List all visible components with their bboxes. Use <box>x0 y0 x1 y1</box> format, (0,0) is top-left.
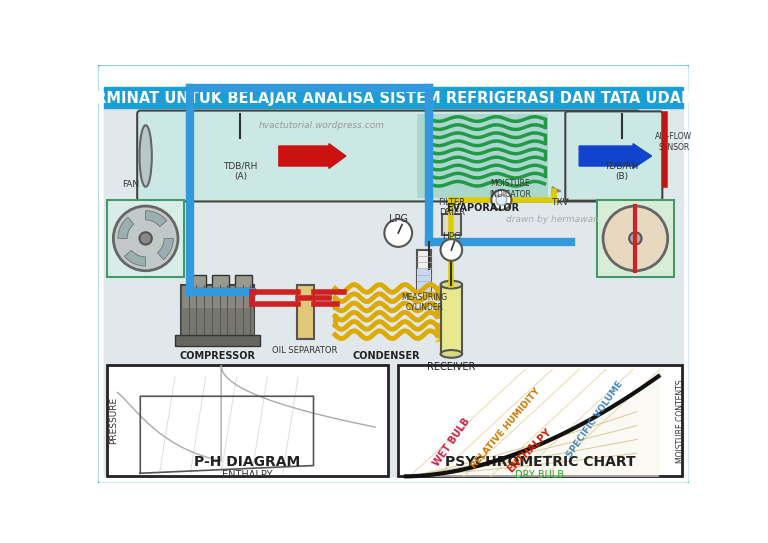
Text: PRESSURE: PRESSURE <box>110 397 118 445</box>
Circle shape <box>492 190 511 210</box>
FancyBboxPatch shape <box>565 111 662 201</box>
Text: P-H DIAGRAM: P-H DIAGRAM <box>194 454 300 469</box>
Text: AIR-FLOW
SENSOR: AIR-FLOW SENSOR <box>655 132 693 152</box>
Text: TDB/RH
(B): TDB/RH (B) <box>604 162 639 181</box>
Circle shape <box>629 232 641 244</box>
Text: HPG: HPG <box>442 232 461 241</box>
Text: SPECIFIC VOLUME: SPECIFIC VOLUME <box>564 380 624 459</box>
Text: DRY BULB: DRY BULB <box>515 470 564 480</box>
Text: CONDENSER: CONDENSER <box>352 351 420 361</box>
Text: MEASURING
CYLINDER: MEASURING CYLINDER <box>402 293 448 312</box>
Bar <box>399 365 681 476</box>
Text: ENTHALPY: ENTHALPY <box>222 470 273 480</box>
Wedge shape <box>157 238 174 260</box>
Text: WET BULB: WET BULB <box>432 416 472 469</box>
Text: LPG: LPG <box>389 214 408 224</box>
Text: MOISTURE
INDICATOR: MOISTURE INDICATOR <box>489 179 531 199</box>
Bar <box>181 285 254 334</box>
Wedge shape <box>146 211 167 226</box>
Bar <box>108 200 184 277</box>
Polygon shape <box>552 187 560 194</box>
Text: RECEIVER: RECEIVER <box>427 362 475 372</box>
Ellipse shape <box>441 281 462 288</box>
FancyArrow shape <box>579 144 651 168</box>
Polygon shape <box>406 376 658 476</box>
Text: ENTHALPY: ENTHALPY <box>505 426 553 474</box>
Circle shape <box>441 239 462 261</box>
Wedge shape <box>118 217 134 238</box>
Text: hvactutorial.wordpress.com: hvactutorial.wordpress.com <box>258 121 384 130</box>
Bar <box>418 113 548 198</box>
FancyArrow shape <box>279 144 346 168</box>
Bar <box>296 285 313 338</box>
Text: TXV: TXV <box>551 198 569 207</box>
Circle shape <box>384 219 412 247</box>
Text: EVAPORATOR: EVAPORATOR <box>446 203 519 213</box>
Text: FILTER
DRIER: FILTER DRIER <box>439 198 465 217</box>
Bar <box>189 275 206 288</box>
Text: drawn by hermawan: drawn by hermawan <box>506 214 599 224</box>
Bar <box>104 87 683 108</box>
Bar <box>235 275 252 288</box>
FancyBboxPatch shape <box>96 64 691 485</box>
Bar <box>597 200 674 277</box>
Bar <box>418 269 432 292</box>
Wedge shape <box>124 250 146 266</box>
FancyBboxPatch shape <box>137 111 640 201</box>
Ellipse shape <box>140 125 152 187</box>
Text: TDB/RH
(A): TDB/RH (A) <box>223 162 257 181</box>
Text: RELATIVE HUMIDITY: RELATIVE HUMIDITY <box>470 387 542 470</box>
Circle shape <box>140 232 152 244</box>
Text: COMPRESSOR: COMPRESSOR <box>179 351 255 361</box>
Text: OIL SEPARATOR: OIL SEPARATOR <box>273 345 338 355</box>
Circle shape <box>603 206 667 271</box>
Bar <box>212 275 229 288</box>
Bar <box>108 365 388 476</box>
Bar <box>441 285 462 354</box>
Bar <box>181 308 254 334</box>
Text: MOISTURE CONTENTS: MOISTURE CONTENTS <box>676 379 684 463</box>
Bar <box>418 250 432 292</box>
Bar <box>442 214 462 235</box>
Bar <box>175 334 260 346</box>
Text: FAN: FAN <box>121 180 139 189</box>
Circle shape <box>114 206 178 271</box>
Text: PSYCHROMETRIC CHART: PSYCHROMETRIC CHART <box>445 454 635 469</box>
Circle shape <box>496 194 507 205</box>
Text: BERMINAT UNTUK BELAJAR ANALISA SISTEM REFRIGERASI DAN TATA UDARA?: BERMINAT UNTUK BELAJAR ANALISA SISTEM RE… <box>74 91 713 106</box>
Bar <box>104 108 683 476</box>
Ellipse shape <box>441 350 462 358</box>
